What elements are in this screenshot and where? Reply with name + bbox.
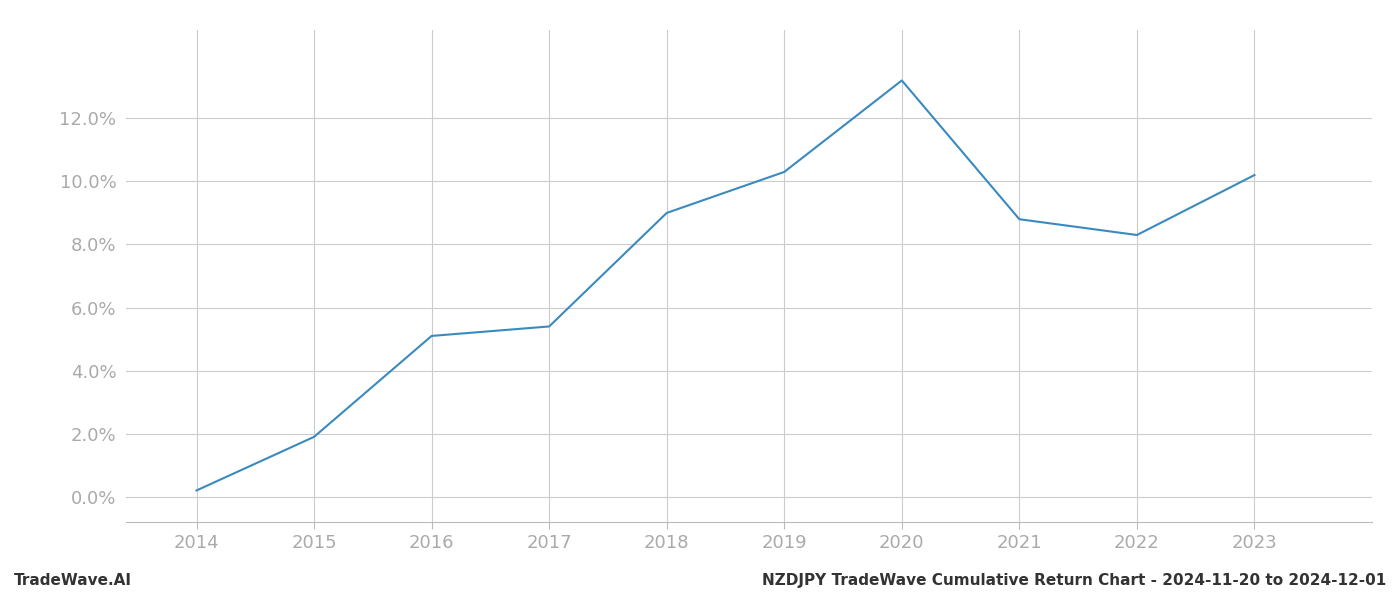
Text: TradeWave.AI: TradeWave.AI [14, 573, 132, 588]
Text: NZDJPY TradeWave Cumulative Return Chart - 2024-11-20 to 2024-12-01: NZDJPY TradeWave Cumulative Return Chart… [762, 573, 1386, 588]
